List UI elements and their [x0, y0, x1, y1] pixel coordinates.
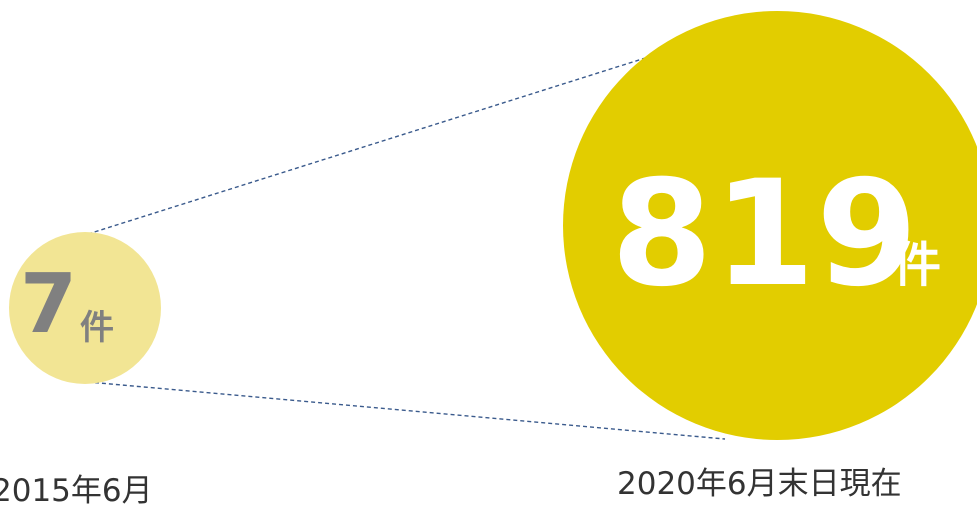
count-2020-number: 819 [611, 161, 919, 307]
count-2015-number: 7 [20, 264, 77, 346]
count-2015-unit: 件 [80, 311, 114, 345]
count-2020-unit: 件 [893, 241, 941, 289]
connector-line-bottom [88, 382, 725, 439]
caption-2015: 2015年6月 [0, 473, 153, 507]
caption-2020: 2020年6月末日現在 [617, 466, 902, 502]
